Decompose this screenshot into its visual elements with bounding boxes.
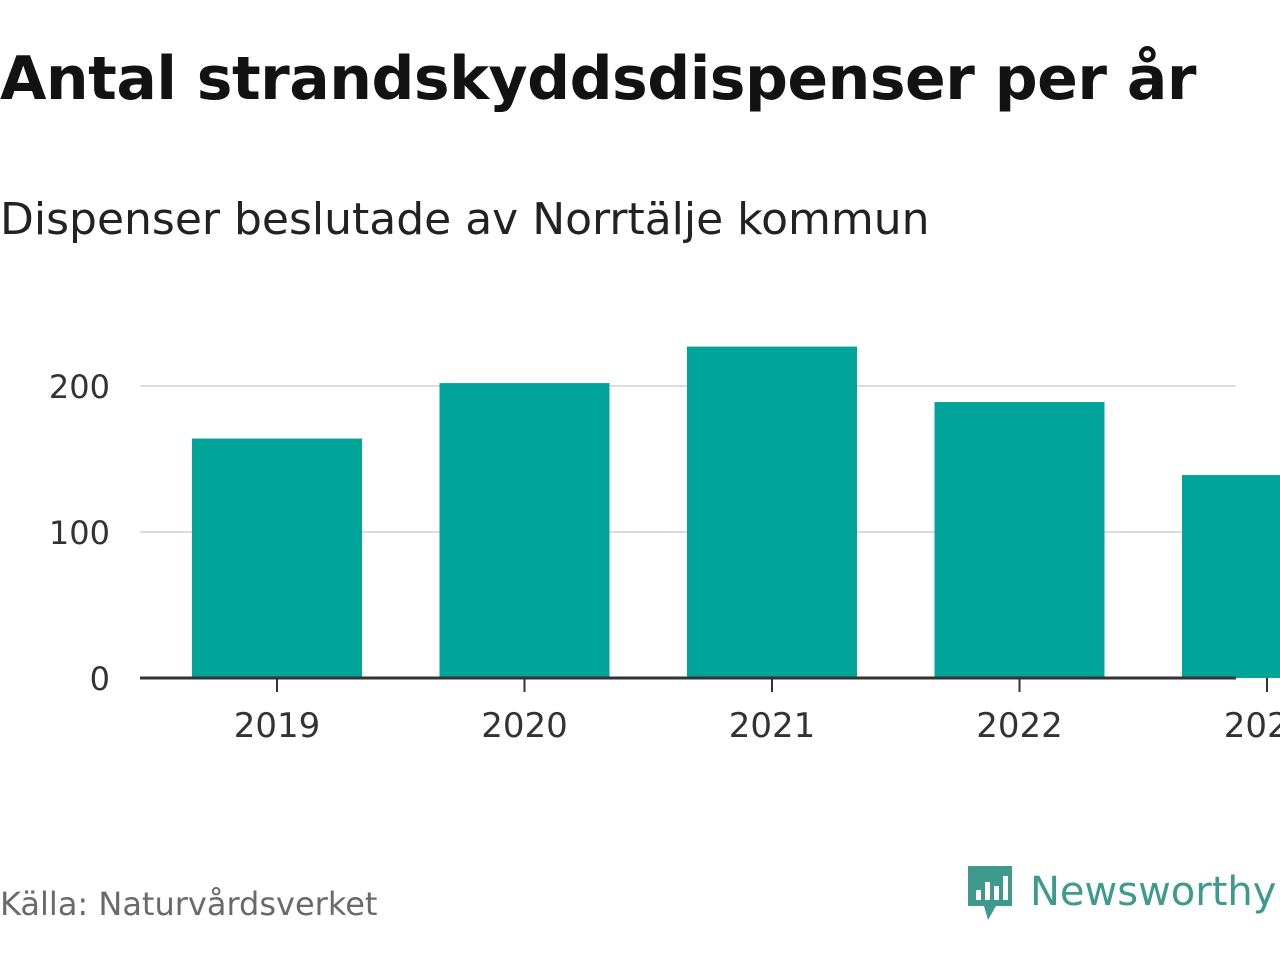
- bar-2020: [439, 383, 610, 678]
- y-tick-label: 0: [90, 660, 110, 698]
- newsworthy-logo-icon: [968, 866, 1012, 920]
- x-tick-label: 2020: [481, 706, 568, 746]
- bar-2023: [1182, 475, 1280, 678]
- bar-2019: [192, 438, 362, 678]
- bar-chart: 0 100 200 2019 2020 2021 2022 2023: [49, 346, 1280, 746]
- bar-layer: [192, 346, 1280, 678]
- x-tick-label: 2022: [976, 706, 1063, 746]
- x-tick-label: 2023: [1224, 706, 1280, 746]
- bar-2022: [934, 402, 1105, 678]
- chart-subtitle: Dispenser beslutade av Norrtälje kommun: [0, 194, 930, 245]
- source-note: Källa: Naturvårdsverket: [0, 885, 378, 923]
- brand: Newsworthy: [964, 862, 1276, 922]
- x-tick-label: 2019: [234, 706, 321, 746]
- chart-title: Antal strandskyddsdispenser per år: [0, 44, 1196, 114]
- x-tick-label: 2021: [729, 706, 816, 746]
- axis-layer: 0 100 200 2019 2020 2021 2022 2023: [49, 368, 1280, 746]
- brand-name: Newsworthy: [1030, 869, 1277, 915]
- y-tick-label: 200: [49, 368, 110, 406]
- y-tick-label: 100: [49, 514, 110, 552]
- bar-2021: [687, 346, 857, 678]
